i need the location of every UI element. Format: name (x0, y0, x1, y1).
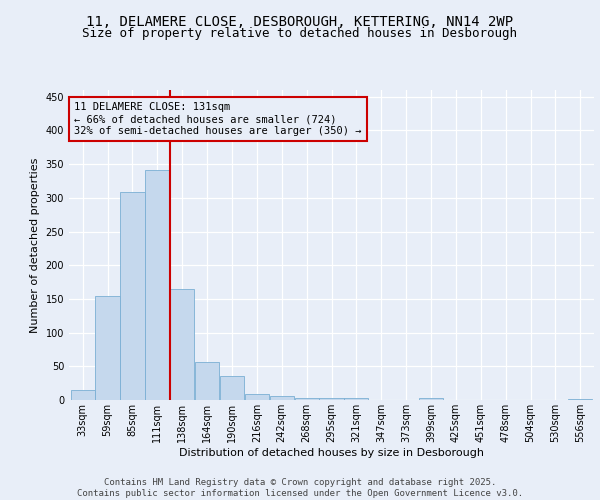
Bar (568, 398, 592, 400)
Bar (419, 398, 443, 400)
Bar (145, 170, 169, 400)
Bar (195, 362, 219, 400)
Bar (121, 192, 145, 400)
Text: Size of property relative to detached houses in Desborough: Size of property relative to detached ho… (83, 28, 517, 40)
Text: 11 DELAMERE CLOSE: 131sqm
← 66% of detached houses are smaller (724)
32% of semi: 11 DELAMERE CLOSE: 131sqm ← 66% of detac… (74, 102, 362, 136)
Bar (269, 396, 294, 400)
Bar (170, 289, 194, 400)
Text: 11, DELAMERE CLOSE, DESBOROUGH, KETTERING, NN14 2WP: 11, DELAMERE CLOSE, DESBOROUGH, KETTERIN… (86, 15, 514, 29)
Bar (220, 376, 244, 400)
Bar (95, 296, 119, 400)
Text: Contains HM Land Registry data © Crown copyright and database right 2025.
Contai: Contains HM Land Registry data © Crown c… (77, 478, 523, 498)
Bar (71, 390, 95, 400)
Bar (344, 398, 368, 400)
X-axis label: Distribution of detached houses by size in Desborough: Distribution of detached houses by size … (179, 448, 484, 458)
Bar (245, 394, 269, 400)
Bar (295, 398, 319, 400)
Y-axis label: Number of detached properties: Number of detached properties (30, 158, 40, 332)
Bar (319, 398, 344, 400)
